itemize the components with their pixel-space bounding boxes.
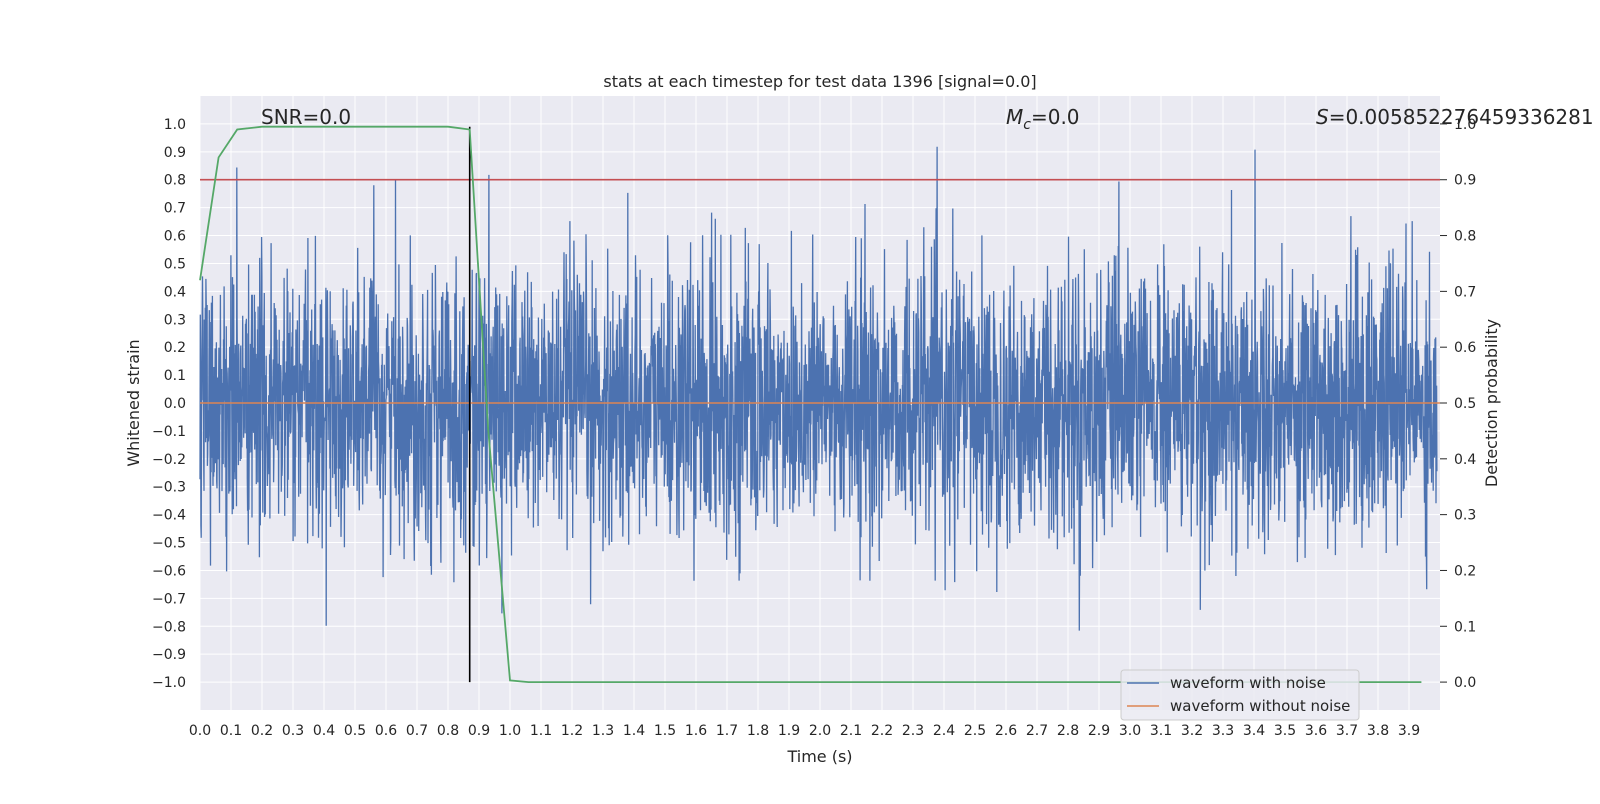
- y-tick-label: 1.0: [164, 117, 186, 133]
- x-tick-label: 0.6: [375, 723, 397, 739]
- x-tick-label: 0.3: [282, 723, 304, 739]
- x-tick-label: 2.6: [995, 723, 1017, 739]
- x-tick-label: 1.7: [716, 723, 738, 739]
- noise-waveform-path: [199, 146, 1438, 631]
- x-tick-label: 3.8: [1367, 723, 1389, 739]
- y-tick-label: −0.7: [152, 591, 186, 607]
- y2-axis-label: Detection probability: [1482, 319, 1501, 487]
- mc-annotation: Mc=0.0: [1006, 105, 1080, 133]
- x-tick-label: 1.8: [747, 723, 769, 739]
- y-tick-label: −0.1: [152, 424, 186, 440]
- y2-tick-label: 0.2: [1454, 563, 1476, 579]
- detection-probability-line: [199, 125, 1422, 683]
- s-symbol: S: [1316, 105, 1329, 129]
- x-tick-label: 3.6: [1305, 723, 1327, 739]
- x-tick-label: 2.4: [933, 723, 955, 739]
- x-tick-label: 0.0: [189, 723, 211, 739]
- y-tick-label: 0.3: [164, 312, 186, 328]
- y2-tick-label: 0.4: [1454, 452, 1476, 468]
- x-tick-label: 2.1: [840, 723, 862, 739]
- legend: waveform with noise waveform without noi…: [1120, 669, 1360, 721]
- mc-symbol: M: [1006, 105, 1023, 129]
- x-tick-label: 1.4: [623, 723, 645, 739]
- mc-value: =0.0: [1031, 105, 1080, 129]
- y2-tick-label: 0.0: [1454, 675, 1476, 691]
- x-tick-label: 2.0: [809, 723, 831, 739]
- y2-tick-label: 0.9: [1454, 173, 1476, 189]
- x-tick-label: 1.2: [561, 723, 583, 739]
- x-tick-label: 2.8: [1057, 723, 1079, 739]
- legend-box: [1120, 669, 1360, 721]
- x-tick-label: 0.8: [437, 723, 459, 739]
- x-tick-label: 1.1: [530, 723, 552, 739]
- noise-waveform-series: [199, 146, 1438, 631]
- y2-tick-label: 0.1: [1454, 619, 1476, 635]
- y-tick-label: −0.4: [152, 508, 186, 524]
- chart-title: stats at each timestep for test data 139…: [603, 72, 1036, 91]
- x-tick-label: 2.9: [1088, 723, 1110, 739]
- y-tick-label: 0.2: [164, 340, 186, 356]
- y-tick-label: −1.0: [152, 675, 186, 691]
- x-tick-label: 0.9: [468, 723, 490, 739]
- x-tick-label: 1.9: [778, 723, 800, 739]
- x-tick-label: 0.4: [313, 723, 335, 739]
- x-tick-label: 1.3: [592, 723, 614, 739]
- legend-label-clean: waveform without noise: [1170, 697, 1350, 715]
- x-tick-label: 3.7: [1336, 723, 1358, 739]
- snr-annotation: SNR=0.0: [261, 105, 351, 129]
- y-tick-label: 0.4: [164, 284, 186, 300]
- x-tick-label: 3.9: [1398, 723, 1420, 739]
- s-value: =0.005852276459336281: [1329, 105, 1594, 129]
- x-axis-label: Time (s): [786, 747, 852, 766]
- y-tick-label: −0.5: [152, 536, 186, 552]
- y-tick-label: −0.6: [152, 563, 186, 579]
- x-tick-label: 0.2: [251, 723, 273, 739]
- y-tick-label: 0.0: [164, 396, 186, 412]
- x-tick-label: 1.5: [654, 723, 676, 739]
- x-tick-label: 0.1: [220, 723, 242, 739]
- y-tick-label: −0.8: [152, 619, 186, 635]
- x-tick-label: 2.2: [871, 723, 893, 739]
- y-tick-label: −0.9: [152, 647, 186, 663]
- x-tick-label: 3.4: [1243, 723, 1265, 739]
- x-tick-label: 0.7: [406, 723, 428, 739]
- y2-tick-labels: 1.0 0.9 0.8 0.7 0.6 0.5 0.4 0.3 0.2 0.1 0.0: [1440, 117, 1476, 691]
- s-annotation: S=0.005852276459336281: [1316, 105, 1594, 129]
- x-tick-label: 2.7: [1026, 723, 1048, 739]
- y-tick-label: 0.6: [164, 229, 186, 245]
- y2-tick-label: 1.0: [1454, 117, 1476, 133]
- y2-tick-label: 0.6: [1454, 340, 1476, 356]
- x-tick-label: 3.3: [1212, 723, 1234, 739]
- y-tick-label: 0.5: [164, 256, 186, 272]
- x-tick-label: 1.6: [685, 723, 707, 739]
- y-tick-label: −0.3: [152, 480, 186, 496]
- legend-label-noise: waveform with noise: [1170, 674, 1326, 692]
- y-axis-label: Whitened strain: [124, 339, 143, 466]
- x-tick-label: 3.2: [1181, 723, 1203, 739]
- y2-tick-label: 0.7: [1454, 284, 1476, 300]
- y2-tick-label: 0.3: [1454, 508, 1476, 524]
- x-tick-label: 2.3: [902, 723, 924, 739]
- mc-subscript: c: [1023, 117, 1031, 133]
- x-tick-label: 2.5: [964, 723, 986, 739]
- x-tick-label: 3.0: [1119, 723, 1141, 739]
- x-tick-labels: 0.0 0.1 0.2 0.3 0.4 0.5 0.6 0.7 0.8 0.9 1.0 1.1 1.2 1…: [189, 723, 1420, 739]
- y-tick-labels: 1.0 0.9 0.8 0.7 0.6 0.5 0.4 0.3 0.2 0.1 0.0 −0.1 −0.…: [152, 117, 186, 691]
- y2-tick-label: 0.5: [1454, 396, 1476, 412]
- y-tick-label: 0.1: [164, 368, 186, 384]
- y-tick-label: 0.8: [164, 173, 186, 189]
- y-tick-label: 0.9: [164, 145, 186, 161]
- x-tick-label: 3.5: [1274, 723, 1296, 739]
- x-tick-label: 1.0: [499, 723, 521, 739]
- y-tick-label: 0.7: [164, 201, 186, 217]
- x-tick-label: 0.5: [344, 723, 366, 739]
- y-tick-label: −0.2: [152, 452, 186, 468]
- y2-tick-label: 0.8: [1454, 229, 1476, 245]
- x-tick-label: 3.1: [1150, 723, 1172, 739]
